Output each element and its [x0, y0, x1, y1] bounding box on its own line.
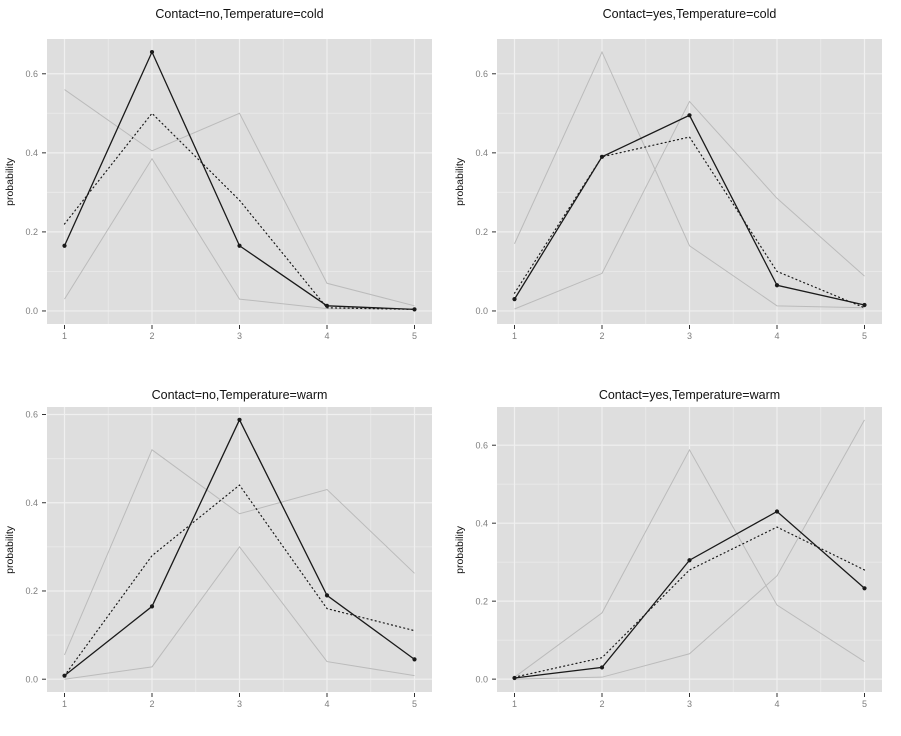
panel-title: Contact=no,Temperature=warm: [151, 388, 328, 402]
x-tick-label: 2: [599, 699, 604, 709]
x-tick-label: 2: [149, 699, 154, 709]
x-tick-label: 4: [324, 699, 329, 709]
y-axis-title: probability: [4, 157, 16, 206]
x-tick-label: 4: [324, 331, 329, 341]
series-point: [512, 675, 517, 681]
series-line-dotted: [513, 526, 866, 678]
x-tick-label: 1: [62, 699, 67, 709]
y-axis-title: probability: [454, 157, 466, 206]
x-tick-label: 1: [512, 331, 517, 341]
x-tick-label: 1: [512, 699, 517, 709]
panel-contact-yes-temp-cold: 0.0 0.2 0.4 0.6 1 2 3 4 5 Contact=yes,Temperatur…: [450, 0, 901, 368]
panel-contact-no-temp-cold: 0.0 0.2 0.4 0.6 1 2 3 4 5 Contact=no,Temperature…: [0, 0, 450, 368]
series-point: [237, 417, 242, 422]
x-tick-label: 5: [412, 699, 417, 709]
series-point: [774, 509, 780, 514]
y-tick-label: 0.4: [25, 498, 38, 508]
y-tick-label: 0.0: [475, 674, 488, 684]
series-point: [862, 586, 867, 591]
x-tick-label: 5: [412, 331, 417, 341]
y-tick-label: 0.2: [25, 586, 38, 596]
x-tick-label: 3: [687, 699, 692, 709]
series-line-dotted: [513, 136, 866, 309]
y-tick-label: 0.6: [25, 410, 38, 420]
series-point: [599, 665, 605, 670]
panel-title: Contact=no,Temperature=cold: [155, 7, 324, 21]
y-tick-label: 0.4: [475, 518, 488, 528]
y-tick-label: 0.6: [475, 440, 488, 450]
x-tick-label: 2: [149, 331, 154, 341]
y-tick-label: 0.2: [475, 227, 488, 237]
x-tick-label: 5: [862, 699, 867, 709]
y-tick-label: 0.2: [25, 227, 38, 237]
series-point: [62, 243, 67, 248]
x-tick-label: 3: [237, 331, 242, 341]
series-line-gray: [514, 448, 865, 678]
series-line-gray: [64, 89, 415, 307]
series-point: [599, 154, 605, 159]
series-point: [324, 593, 330, 598]
x-tick-label: 3: [237, 699, 242, 709]
x-tick-label: 4: [774, 699, 779, 709]
series-point: [62, 673, 67, 678]
series-line-gray: [514, 100, 865, 310]
series-line-gray: [64, 449, 415, 656]
series-point: [149, 604, 155, 609]
x-tick-label: 3: [687, 331, 692, 341]
series-line-gray: [514, 419, 865, 680]
plot-svg: 0.0 0.2 0.4 0.6 1 2 3 4 5: [25, 39, 432, 341]
series-line-gray: [514, 50, 865, 309]
plot-svg: 0.0 0.2 0.4 0.6 1 2 3 4 5: [25, 407, 432, 709]
series-point: [149, 49, 155, 55]
x-tick-label: 5: [862, 331, 867, 341]
panel-title: Contact=yes,Temperature=warm: [598, 388, 781, 402]
y-tick-label: 0.6: [475, 69, 488, 79]
y-tick-label: 0.2: [475, 596, 488, 606]
y-tick-label: 0.4: [475, 148, 488, 158]
plot-svg: 0.0 0.2 0.4 0.6 1 2 3 4 5: [475, 39, 882, 341]
series-point: [412, 307, 417, 312]
y-tick-label: 0.0: [475, 306, 488, 316]
y-axis-title: probability: [4, 525, 16, 574]
y-tick-label: 0.0: [25, 674, 38, 684]
panel-title: Contact=yes,Temperature=cold: [602, 7, 777, 21]
y-tick-label: 0.4: [25, 148, 38, 158]
panel-contact-no-temp-warm: 0.0 0.2 0.4 0.6 1 2 3 4 5 Contact=no,Temperature…: [0, 368, 450, 736]
series-point: [687, 558, 692, 563]
series-line-dotted: [63, 112, 416, 310]
series-line-gray: [64, 546, 415, 680]
series-point: [774, 283, 780, 288]
panel-contact-yes-temp-warm: 0.0 0.2 0.4 0.6 1 2 3 4 5 Contact=yes,Temperatur…: [450, 368, 901, 736]
series-point: [687, 113, 692, 118]
x-tick-label: 4: [774, 331, 779, 341]
series-point: [862, 302, 867, 308]
y-tick-label: 0.6: [25, 69, 38, 79]
series-point: [512, 296, 517, 302]
y-tick-label: 0.0: [25, 306, 38, 316]
x-tick-label: 2: [599, 331, 604, 341]
plot-svg: 0.0 0.2 0.4 0.6 1 2 3 4 5: [475, 407, 882, 709]
series-point: [324, 303, 330, 308]
series-point: [412, 657, 417, 662]
x-tick-label: 1: [62, 331, 67, 341]
y-axis-title: probability: [454, 525, 466, 574]
series-point: [237, 243, 242, 248]
